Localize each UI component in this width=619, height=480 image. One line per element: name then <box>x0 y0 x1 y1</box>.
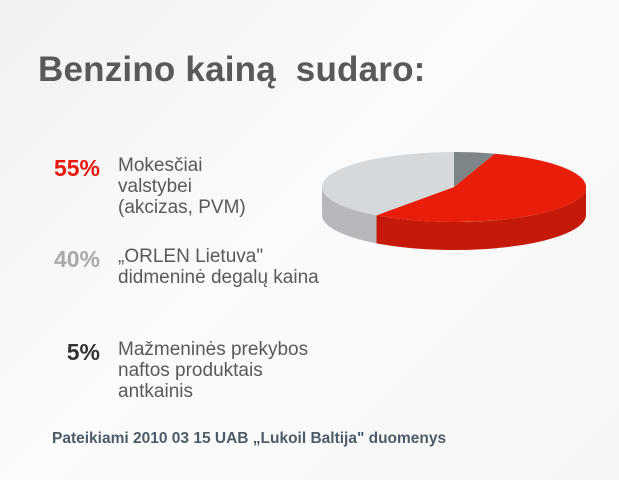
item-label: Mokesčiai valstybei (akcizas, PVM) <box>118 155 246 218</box>
page-title: Benzino kainą sudaro: <box>38 50 426 89</box>
item-label: Mažmeninės prekybos naftos produktais an… <box>118 339 309 402</box>
source-note: Pateikiami 2010 03 15 UAB „Lukoil Baltij… <box>52 430 447 447</box>
percent-label: 5% <box>66 339 100 365</box>
pie-side-2 <box>322 187 377 244</box>
percent-label: 40% <box>53 246 100 272</box>
item-label: „ORLEN Lietuva" didmeninė degalų kaina <box>118 246 319 288</box>
pie-side-1 <box>376 187 586 250</box>
pie-slice-0 <box>454 152 495 187</box>
pie-slice-1 <box>376 153 587 223</box>
pie-slice-2 <box>322 152 454 216</box>
percent-label: 55% <box>53 155 100 181</box>
